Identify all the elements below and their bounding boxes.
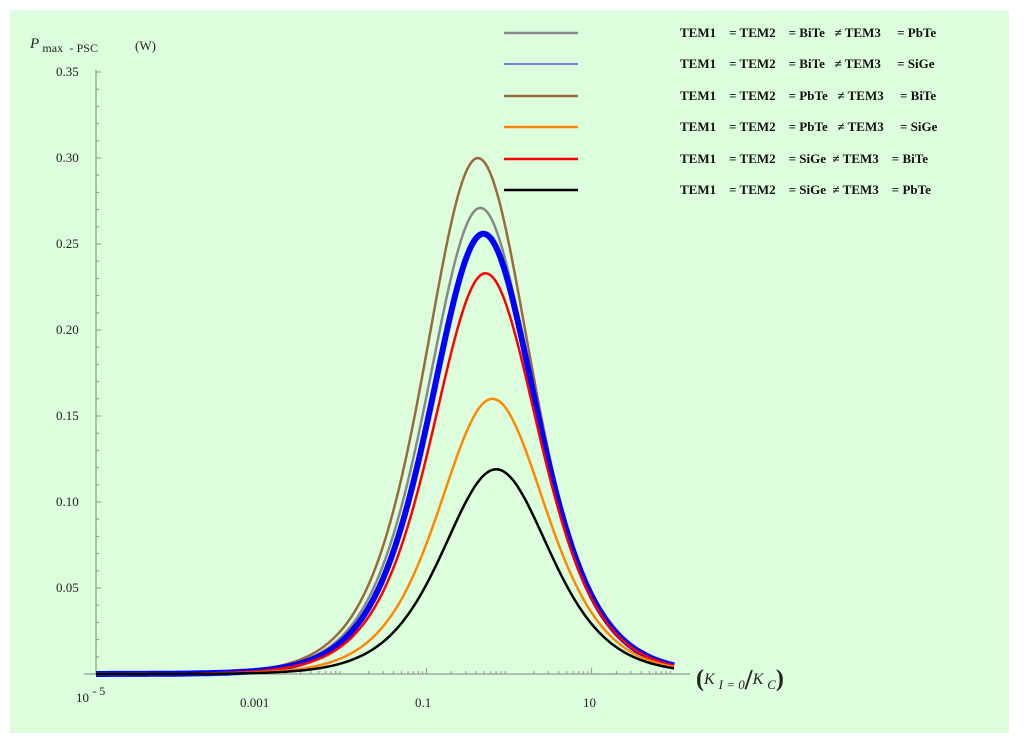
y-label-sub-psc: PSC (76, 41, 98, 55)
y-tick-label: 0.15 (56, 408, 79, 423)
legend-item: TEM1 = TEM2 = PbTe ≠ TEM3 = BiTe (680, 88, 937, 103)
y-axis-label: P max - PSC (30, 36, 98, 55)
x-label-slash: / (744, 665, 753, 696)
series-curve (96, 468, 675, 676)
y-label-dash: - (69, 41, 74, 55)
y-tick-label: 0.10 (56, 494, 79, 509)
x-label-sub-i0: I = 0 (718, 677, 745, 692)
y-tick-label: 0.20 (56, 322, 79, 337)
y-tick-label: 0.30 (56, 150, 79, 165)
series-curve (96, 272, 675, 676)
legend-item: TEM1 = TEM2 = PbTe ≠ TEM3 = SiGe (680, 119, 938, 134)
y-tick-label: 0.35 (56, 64, 79, 79)
data-curves (95, 156, 675, 677)
chart-background (10, 10, 1009, 733)
x-tick-label-1e-5: 10 - 5 (76, 684, 105, 706)
legend-swatches (504, 31, 578, 192)
x-label-close-paren: ) (775, 666, 784, 692)
y-label-sub-max: max (42, 41, 64, 55)
y-tick-label: 0.05 (56, 580, 79, 595)
y-label-main: P (30, 36, 40, 52)
legend-item: TEM1 = TEM2 = SiGe ≠ TEM3 = PbTe (680, 182, 931, 197)
legend-item: TEM1 = TEM2 = BiTe ≠ TEM3 = SiGe (680, 56, 935, 71)
x-label-sub-c: C (767, 677, 776, 692)
x-axis-label: (K I = 0/K C) (696, 660, 784, 696)
x-label-k2: K (752, 671, 764, 688)
x-label-open-paren: ( (696, 666, 704, 692)
series-curve (95, 156, 675, 676)
x-tick-exponent: - 5 (92, 684, 106, 698)
x-tick-base: 10 (76, 690, 89, 705)
legend-item: TEM1 = TEM2 = SiGe ≠ TEM3 = BiTe (680, 151, 928, 166)
x-tick-label: 0.1 (415, 695, 432, 710)
y-tick-label: 0.25 (56, 236, 79, 251)
y-axis-unit: (W) (135, 38, 156, 53)
legend-item: TEM1 = TEM2 = BiTe ≠ TEM3 = PbTe (680, 25, 937, 40)
x-label-k1: K (704, 671, 715, 688)
x-tick-label: 10 (583, 695, 596, 710)
x-tick-label: 0.001 (240, 695, 270, 710)
